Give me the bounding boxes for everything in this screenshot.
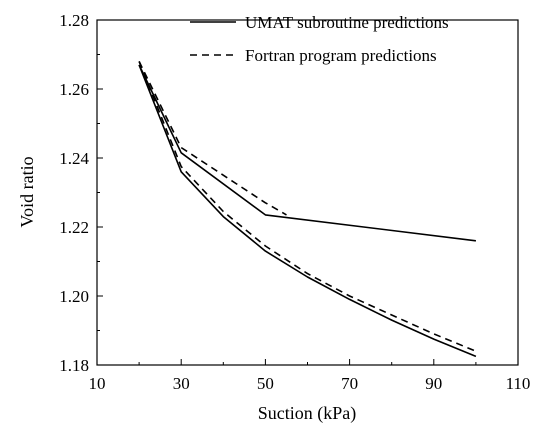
x-tick-label: 30 [173, 374, 190, 393]
series-fortran-line-0 [138, 61, 287, 216]
x-tick-label: 70 [341, 374, 358, 393]
x-tick-label: 110 [506, 374, 531, 393]
y-tick-label: 1.22 [59, 218, 89, 237]
y-tick-label: 1.24 [59, 149, 89, 168]
y-tick-label: 1.20 [59, 287, 89, 306]
x-tick-label: 50 [257, 374, 274, 393]
y-tick-label: 1.18 [59, 356, 89, 375]
series-fortran-line-1 [138, 61, 477, 352]
ticks-layer: 10 30 50 70 90 110 1.18 1.20 1.22 1.24 1.26 1.28 [59, 11, 530, 393]
legend-label-fortran: Fortran program predictions [245, 46, 437, 65]
y-axis-title: Void ratio [17, 156, 37, 227]
series-umat-line-1 [138, 64, 477, 358]
series-layer [138, 61, 477, 358]
y-tick-label: 1.26 [59, 80, 89, 99]
legend: UMAT subroutine predictions Fortran prog… [190, 13, 449, 65]
legend-label-umat: UMAT subroutine predictions [245, 13, 449, 32]
plot-frame [96, 19, 519, 366]
series-umat-line-0 [138, 64, 476, 242]
x-axis-title: Suction (kPa) [258, 403, 357, 424]
axes-layer [96, 19, 519, 366]
x-tick-label: 90 [425, 374, 442, 393]
x-tick-label: 10 [89, 374, 106, 393]
y-tick-label: 1.28 [59, 11, 89, 30]
